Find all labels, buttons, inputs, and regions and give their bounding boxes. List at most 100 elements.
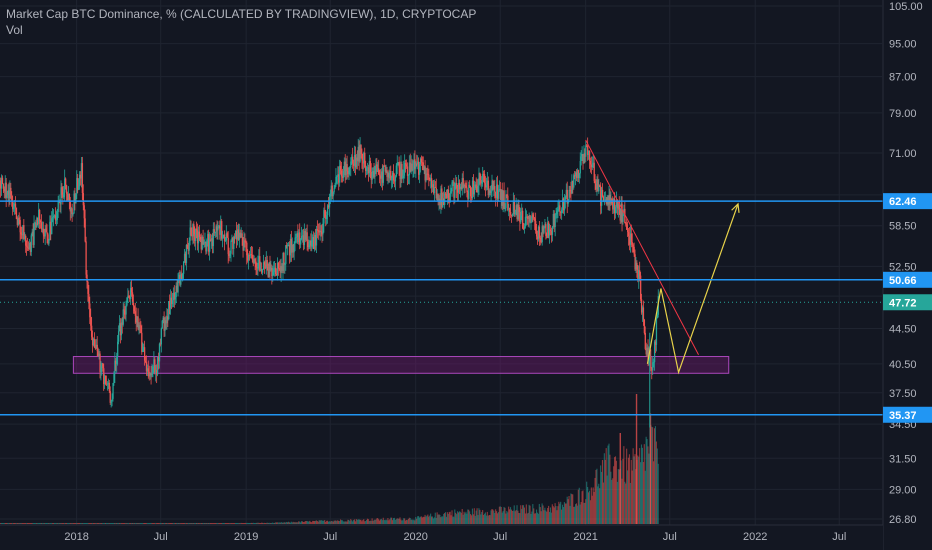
candle-body xyxy=(102,363,104,369)
candle-body xyxy=(447,189,450,198)
volume-bar xyxy=(398,518,400,524)
volume-bar xyxy=(241,523,243,524)
candle-body xyxy=(87,282,89,294)
volume-bar xyxy=(527,512,529,524)
volume-spike xyxy=(635,394,638,524)
volume-bar xyxy=(516,505,518,524)
volume-bar xyxy=(307,521,309,524)
volume-bar xyxy=(642,462,644,524)
volume-bar xyxy=(634,454,636,524)
volume-bar xyxy=(157,523,160,524)
volume-bar xyxy=(18,523,20,524)
candle-body xyxy=(630,233,633,243)
volume-bar xyxy=(111,523,113,524)
volume-bar xyxy=(61,523,63,524)
candle-body xyxy=(452,181,454,183)
candle-body xyxy=(635,262,637,270)
volume-bar xyxy=(261,522,263,524)
volume-bar xyxy=(173,523,175,524)
volume-bar xyxy=(271,522,273,524)
candle-body xyxy=(496,184,498,198)
candle-body xyxy=(553,213,555,228)
candle-body xyxy=(3,188,6,192)
candle-body xyxy=(67,193,70,201)
candle-body xyxy=(42,228,45,235)
candle-body xyxy=(321,232,323,235)
candle-body xyxy=(586,145,588,147)
volume-bar xyxy=(193,523,195,524)
candle-body xyxy=(619,209,621,221)
volume-bar xyxy=(219,523,221,524)
candle-body xyxy=(274,267,276,269)
candle-body xyxy=(499,188,502,200)
candle-body xyxy=(615,200,618,207)
volume-bar xyxy=(175,523,177,524)
candle-body xyxy=(485,185,488,188)
volume-bar xyxy=(572,494,574,524)
candle-body xyxy=(461,178,463,189)
volume-bar xyxy=(13,523,16,524)
volume-bar xyxy=(393,517,395,524)
candle-body xyxy=(342,170,345,178)
volume-bar xyxy=(381,520,383,524)
candle-body xyxy=(496,184,499,199)
volume-bar xyxy=(270,523,272,524)
volume-bar xyxy=(212,523,214,524)
candle-body xyxy=(414,159,416,169)
candle-body xyxy=(642,307,645,320)
candle-body xyxy=(18,218,20,221)
candle-body xyxy=(397,162,399,164)
volume-bar xyxy=(545,510,547,524)
candle-body xyxy=(346,164,348,171)
volume-bar xyxy=(334,520,336,524)
volume-bar xyxy=(640,462,642,524)
candle-body xyxy=(600,186,602,206)
volume-bar xyxy=(148,523,150,524)
volume-bar xyxy=(616,481,618,524)
volume-indicator-label[interactable]: Vol xyxy=(6,23,23,37)
candle-body xyxy=(588,150,590,155)
volume-bar xyxy=(266,522,268,524)
candle-body xyxy=(85,241,87,275)
volume-bar xyxy=(471,508,473,524)
volume-bar xyxy=(29,523,31,524)
volume-bar xyxy=(483,514,485,524)
volume-bar xyxy=(360,519,362,524)
candle-body xyxy=(177,280,179,293)
volume-bar xyxy=(287,522,289,524)
candle-body xyxy=(609,194,611,204)
candle-body xyxy=(558,205,560,210)
volume-bar xyxy=(235,523,237,524)
candle-body xyxy=(262,262,265,270)
volume-bar xyxy=(299,521,301,524)
candle-body xyxy=(70,208,72,212)
volume-bar xyxy=(536,512,539,524)
candle-body xyxy=(482,173,484,183)
volume-bar xyxy=(581,491,583,524)
candle-body xyxy=(276,262,279,276)
volume-bar xyxy=(54,523,56,524)
candle-body xyxy=(22,225,24,236)
candle-body xyxy=(430,178,432,180)
volume-bar xyxy=(579,504,581,524)
volume-bar xyxy=(654,426,656,524)
volume-bar xyxy=(433,517,435,524)
candle-body xyxy=(520,215,522,223)
volume-bar xyxy=(180,523,182,524)
candle-body xyxy=(470,196,473,199)
volume-bar xyxy=(601,471,603,524)
volume-bar xyxy=(304,521,306,524)
volume-bar xyxy=(486,511,488,524)
volume-bar xyxy=(57,523,59,524)
volume-bar xyxy=(497,512,499,524)
candle-body xyxy=(608,194,610,205)
candle-body xyxy=(137,316,139,330)
candle-body xyxy=(284,263,286,265)
volume-bar xyxy=(314,520,317,524)
candle-body xyxy=(525,216,528,218)
candle-body xyxy=(312,237,314,240)
volume-bar xyxy=(169,523,172,524)
volume-bar xyxy=(408,517,410,524)
candle-body xyxy=(13,206,15,210)
